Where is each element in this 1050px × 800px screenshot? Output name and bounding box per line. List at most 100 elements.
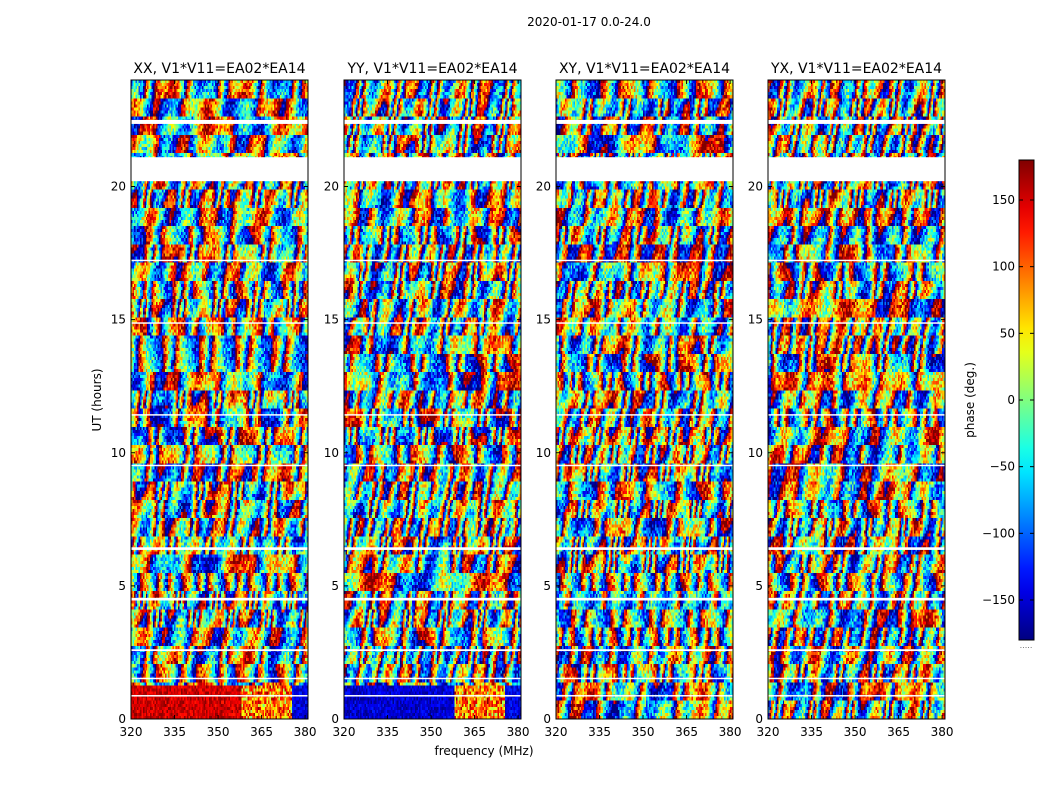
data-gap-band (768, 157, 945, 182)
x-tick-label: 320 (545, 725, 568, 739)
y-axis-label: UT (hours) (90, 368, 104, 431)
panel-frame (555, 79, 734, 720)
panel-2: YY, V1*V11=EA02*EA14 320 335 350 365 380 0 5 10 1… (324, 61, 530, 739)
data-gap-band (131, 677, 308, 680)
data-gap-band (344, 677, 521, 680)
colorbar-tick-label: 100 (992, 260, 1015, 274)
y-tick-label: 10 (111, 446, 126, 460)
x-tick-label: 335 (588, 725, 611, 739)
colorbar-tick-label: −150 (982, 593, 1015, 607)
data-gap-band (556, 157, 733, 182)
x-tick-label: 335 (800, 725, 823, 739)
panel-4: YX, V1*V11=EA02*EA14 320 335 350 365 380 0 5 10 1… (748, 61, 954, 739)
x-axis-label: frequency (MHz) (434, 744, 533, 758)
data-gap-band (768, 414, 945, 416)
panel-1: XX, V1*V11=EA02*EA14 320 335 350 365 380 0 5 10 1… (111, 61, 317, 739)
x-tick-label: 320 (757, 725, 780, 739)
data-gap-band (556, 414, 733, 416)
data-gap-band (768, 119, 945, 124)
panel-frame (767, 79, 946, 720)
data-gap-band (768, 464, 945, 467)
x-tick-label: 365 (463, 725, 486, 739)
data-gap-band (768, 547, 945, 550)
x-tick-label: 350 (207, 725, 230, 739)
x-tick-label: 365 (675, 725, 698, 739)
data-gap-band (556, 649, 733, 652)
y-tick-label: 0 (331, 712, 339, 726)
x-tick-label: 365 (250, 725, 273, 739)
data-gap-band (131, 464, 308, 467)
y-tick-label: 0 (118, 712, 126, 726)
data-gap-band (556, 464, 733, 467)
data-gap-band (131, 414, 308, 416)
data-gap-band (344, 547, 521, 550)
data-gap-band (131, 649, 308, 652)
x-tick-label: 380 (719, 725, 742, 739)
x-tick-label: 380 (294, 725, 317, 739)
data-gap-band (344, 259, 521, 262)
phase-heatmap (131, 80, 308, 719)
figure-suptitle: 2020-01-17 0.0-24.0 (527, 15, 651, 29)
phase-heatmap (768, 80, 945, 719)
y-tick-label: 10 (324, 446, 339, 460)
data-gap-band (131, 119, 308, 124)
data-gap-band (131, 259, 308, 262)
x-tick-label: 320 (333, 725, 356, 739)
x-tick-label: 365 (887, 725, 910, 739)
y-tick-label: 15 (324, 313, 339, 327)
colorbar-tick-label: 150 (992, 193, 1015, 207)
data-gap-band (344, 695, 521, 697)
colorbar: 150 100 50 0 −50 −100 −150 (982, 159, 1035, 641)
colorbar-tick-label: 0 (1007, 393, 1015, 407)
panels-group: XX, V1*V11=EA02*EA14 320 335 350 365 380 0 5 10 1… (111, 61, 954, 739)
panel-frame (130, 79, 309, 720)
y-tick-label: 20 (111, 180, 126, 194)
data-gap-band (556, 119, 733, 124)
y-tick-label: 5 (118, 579, 126, 593)
data-gap-band (556, 677, 733, 680)
data-gap-band (344, 597, 521, 601)
x-tick-label: 320 (120, 725, 143, 739)
data-gap-band (768, 597, 945, 601)
data-gap-band (556, 597, 733, 601)
panel-title: XX, V1*V11=EA02*EA14 (133, 61, 305, 77)
data-gap-band (344, 322, 521, 324)
data-gap-band (131, 597, 308, 601)
phase-heatmap (556, 80, 733, 719)
y-tick-label: 15 (536, 313, 551, 327)
x-tick-label: 350 (632, 725, 655, 739)
data-gap-band (131, 695, 308, 697)
colorbar-tick-label: −100 (982, 526, 1015, 540)
data-gap-band (556, 322, 733, 324)
data-gap-band (344, 119, 521, 124)
colorbar-tick-label: 50 (1000, 326, 1015, 340)
data-gap-band (131, 157, 308, 182)
data-gap-band (768, 322, 945, 324)
y-tick-label: 10 (536, 446, 551, 460)
y-tick-label: 20 (748, 180, 763, 194)
colorbar-footnote: ..... (1020, 641, 1033, 650)
y-tick-label: 15 (748, 313, 763, 327)
data-gap-band (556, 695, 733, 697)
panel-frame (343, 79, 522, 720)
panel-title: YX, V1*V11=EA02*EA14 (770, 61, 942, 77)
panel-title: YY, V1*V11=EA02*EA14 (346, 61, 517, 77)
y-tick-label: 5 (755, 579, 763, 593)
y-tick-label: 0 (755, 712, 763, 726)
phase-heatmap (344, 80, 521, 719)
x-tick-label: 380 (507, 725, 530, 739)
data-gap-band (131, 322, 308, 324)
y-tick-label: 5 (331, 579, 339, 593)
x-tick-label: 335 (376, 725, 399, 739)
panel-title: XY, V1*V11=EA02*EA14 (559, 61, 730, 77)
data-gap-band (768, 649, 945, 652)
x-tick-label: 335 (163, 725, 186, 739)
x-tick-label: 350 (844, 725, 867, 739)
x-tick-label: 350 (420, 725, 443, 739)
data-gap-band (768, 259, 945, 262)
data-gap-band (344, 157, 521, 182)
y-tick-label: 5 (543, 579, 551, 593)
y-tick-label: 20 (536, 180, 551, 194)
data-gap-band (556, 547, 733, 550)
